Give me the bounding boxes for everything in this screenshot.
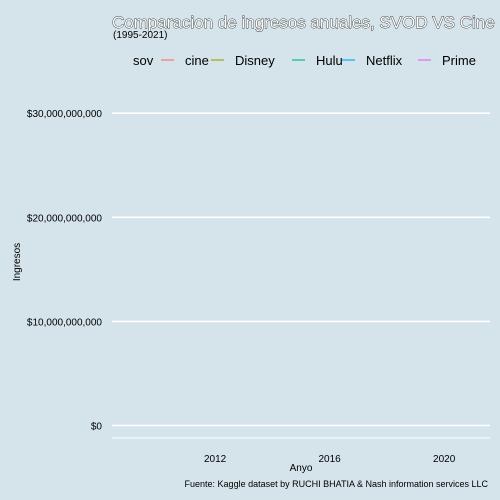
legend-label-netflix: Netflix: [366, 53, 403, 68]
y-tick-label: $30,000,000,000: [27, 109, 103, 120]
legend-entries: cine Disney Hulu Netflix Prime: [161, 53, 476, 68]
gridlines: [112, 112, 490, 427]
y-axis-label: Ingresos: [12, 243, 23, 281]
y-axis-ticks: $0 $10,000,000,000 $20,000,000,000 $30,000,…: [27, 109, 103, 432]
y-tick-label: $20,000,000,000: [27, 213, 103, 224]
legend-label-prime: Prime: [442, 53, 476, 68]
legend-label-disney: Disney: [235, 53, 275, 68]
x-axis-label: Anyo: [290, 463, 313, 474]
x-tick-label: 2020: [433, 454, 456, 465]
x-axis-ticks: 2012 2016 2020: [204, 454, 456, 465]
chart-title: Comparacion de ingresos anuales, SVOD VS…: [112, 13, 495, 32]
legend: sov cine Disney Hulu Netflix Prime: [133, 53, 476, 68]
legend-label-hulu: Hulu: [316, 53, 343, 68]
x-tick-label: 2016: [319, 454, 342, 465]
legend-label-cine: cine: [185, 53, 209, 68]
y-tick-label: $0: [91, 422, 103, 433]
y-tick-label: $10,000,000,000: [27, 317, 103, 328]
legend-title: sov: [133, 53, 154, 68]
plot-panel: [112, 112, 490, 439]
x-tick-label: 2012: [204, 454, 227, 465]
chart-subtitle: (1995-2021): [113, 30, 167, 41]
chart-caption: Fuente: Kaggle dataset by RUCHI BHATIA &…: [185, 479, 489, 489]
